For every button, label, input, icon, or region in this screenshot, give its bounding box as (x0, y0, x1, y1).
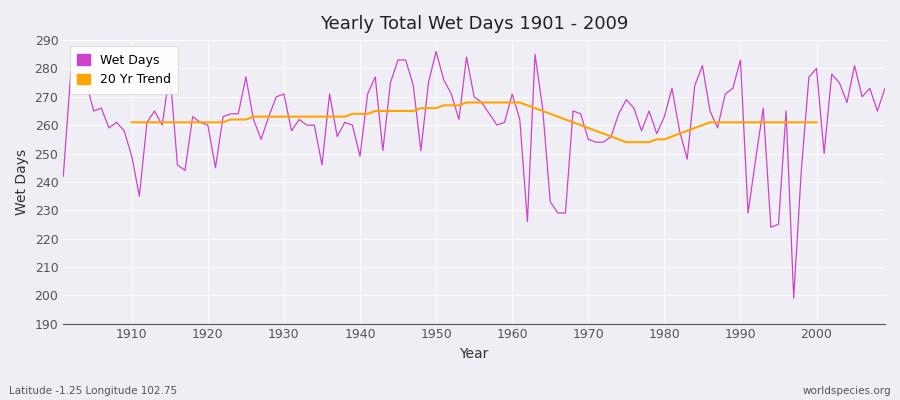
20 Yr Trend (720, 120, 731, 125)
Line: Wet Days: Wet Days (63, 52, 885, 298)
Wet Days (507, 92, 517, 96)
20 Yr Trend (804, 120, 814, 125)
20 Yr Trend (210, 120, 220, 125)
20 Yr Trend (302, 114, 312, 119)
20 Yr Trend (461, 100, 472, 105)
Wet Days (286, 128, 297, 133)
20 Yr Trend (126, 120, 137, 125)
20 Yr Trend (529, 106, 540, 110)
Title: Yearly Total Wet Days 1901 - 2009: Yearly Total Wet Days 1901 - 2009 (320, 15, 628, 33)
Text: worldspecies.org: worldspecies.org (803, 386, 891, 396)
20 Yr Trend (811, 120, 822, 125)
Wet Days (515, 117, 526, 122)
Legend: Wet Days, 20 Yr Trend: Wet Days, 20 Yr Trend (69, 46, 178, 94)
Wet Days (879, 86, 890, 91)
Wet Days (431, 49, 442, 54)
Wet Days (58, 174, 68, 178)
20 Yr Trend (286, 114, 297, 119)
Line: 20 Yr Trend: 20 Yr Trend (131, 102, 816, 142)
20 Yr Trend (621, 140, 632, 144)
Wet Days (332, 134, 343, 139)
Wet Days (606, 134, 616, 139)
X-axis label: Year: Year (460, 347, 489, 361)
Text: Latitude -1.25 Longitude 102.75: Latitude -1.25 Longitude 102.75 (9, 386, 177, 396)
Wet Days (788, 296, 799, 300)
Wet Days (119, 128, 130, 133)
Y-axis label: Wet Days: Wet Days (15, 149, 29, 215)
